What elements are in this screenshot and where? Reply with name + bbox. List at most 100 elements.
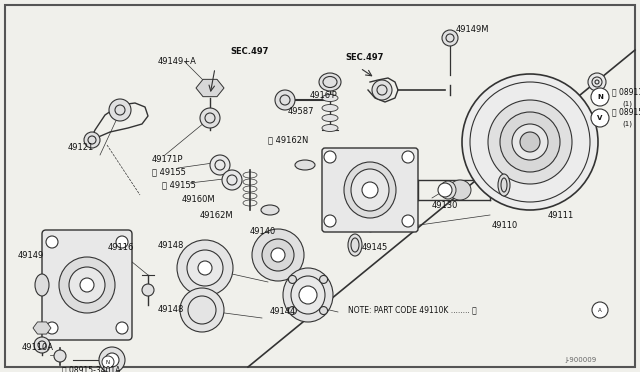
Circle shape [46, 322, 58, 334]
Text: Ⓟ 08915-1421A: Ⓟ 08915-1421A [612, 108, 640, 116]
Text: J-900009: J-900009 [565, 357, 596, 363]
Text: N: N [597, 94, 603, 100]
Text: 49160M: 49160M [182, 196, 216, 205]
Circle shape [252, 229, 304, 281]
Text: 49145: 49145 [362, 244, 388, 253]
Circle shape [262, 239, 294, 271]
Circle shape [500, 112, 560, 172]
Polygon shape [196, 79, 224, 97]
Text: 49148: 49148 [158, 241, 184, 250]
Circle shape [402, 151, 414, 163]
Polygon shape [33, 322, 51, 334]
Ellipse shape [344, 162, 396, 218]
Circle shape [116, 236, 128, 248]
Circle shape [34, 337, 50, 353]
Ellipse shape [498, 174, 510, 196]
Circle shape [275, 90, 295, 110]
Circle shape [362, 182, 378, 198]
Circle shape [592, 302, 608, 318]
Circle shape [520, 132, 540, 152]
Circle shape [177, 240, 233, 296]
Circle shape [289, 307, 296, 315]
Text: 49111: 49111 [548, 211, 574, 219]
Circle shape [591, 109, 609, 127]
Text: 49587: 49587 [288, 108, 314, 116]
Circle shape [105, 353, 119, 367]
Text: NOTE: PART CODE 49110K ........ Ⓐ: NOTE: PART CODE 49110K ........ Ⓐ [348, 305, 477, 314]
Ellipse shape [261, 205, 279, 215]
Ellipse shape [291, 276, 325, 314]
Circle shape [222, 170, 242, 190]
Ellipse shape [322, 105, 338, 112]
Circle shape [372, 80, 392, 100]
Text: 49162M: 49162M [200, 211, 234, 219]
Ellipse shape [35, 274, 49, 296]
Text: 49130: 49130 [432, 201, 458, 209]
Ellipse shape [322, 125, 338, 131]
Circle shape [588, 73, 606, 91]
Circle shape [402, 215, 414, 227]
FancyBboxPatch shape [42, 230, 132, 340]
Text: 4916ᴵP: 4916ᴵP [310, 90, 338, 99]
Circle shape [69, 267, 105, 303]
Text: SEC.497: SEC.497 [345, 54, 383, 62]
Circle shape [442, 30, 458, 46]
FancyBboxPatch shape [322, 148, 418, 232]
Circle shape [200, 108, 220, 128]
Circle shape [289, 275, 296, 283]
Text: Ⓝ 08915-3401A: Ⓝ 08915-3401A [62, 366, 120, 372]
Circle shape [210, 155, 230, 175]
Text: (1): (1) [622, 101, 632, 107]
Circle shape [54, 350, 66, 362]
Text: Ⓝ 08911-6421A: Ⓝ 08911-6421A [612, 87, 640, 96]
Text: 49149M: 49149M [456, 26, 490, 35]
Ellipse shape [449, 180, 471, 200]
Circle shape [324, 151, 336, 163]
Circle shape [319, 275, 328, 283]
Text: SEC.497: SEC.497 [230, 48, 268, 57]
Circle shape [591, 88, 609, 106]
Circle shape [99, 347, 125, 372]
Circle shape [438, 183, 452, 197]
Text: Ⓘ 49162N: Ⓘ 49162N [268, 135, 308, 144]
Ellipse shape [319, 73, 341, 91]
Text: (1): (1) [622, 121, 632, 127]
Ellipse shape [295, 160, 315, 170]
Ellipse shape [348, 234, 362, 256]
Circle shape [46, 236, 58, 248]
Text: 49148: 49148 [158, 305, 184, 314]
Circle shape [271, 248, 285, 262]
Circle shape [109, 99, 131, 121]
Ellipse shape [283, 268, 333, 322]
Text: 49171P: 49171P [152, 155, 184, 164]
Text: 49110: 49110 [492, 221, 518, 230]
Circle shape [462, 74, 598, 210]
Ellipse shape [351, 169, 389, 211]
Text: N: N [106, 359, 110, 365]
Circle shape [80, 278, 94, 292]
Text: V: V [597, 115, 603, 121]
Text: 49149: 49149 [18, 250, 44, 260]
Text: 49144: 49144 [270, 308, 296, 317]
Circle shape [512, 124, 548, 160]
Circle shape [187, 250, 223, 286]
Circle shape [198, 261, 212, 275]
Text: A: A [598, 308, 602, 312]
Circle shape [84, 132, 100, 148]
Circle shape [299, 286, 317, 304]
Circle shape [324, 215, 336, 227]
Circle shape [116, 322, 128, 334]
Circle shape [59, 257, 115, 313]
Ellipse shape [440, 181, 456, 199]
Text: 49121: 49121 [68, 144, 94, 153]
Circle shape [319, 307, 328, 315]
Text: Ⓘ 49155: Ⓘ 49155 [162, 180, 196, 189]
Text: 49149+A: 49149+A [158, 58, 197, 67]
Circle shape [102, 356, 114, 368]
Text: 49140: 49140 [250, 228, 276, 237]
Circle shape [180, 288, 224, 332]
Circle shape [488, 100, 572, 184]
Ellipse shape [322, 94, 338, 102]
Ellipse shape [322, 115, 338, 122]
Text: Ⓘ 49155: Ⓘ 49155 [152, 167, 186, 176]
